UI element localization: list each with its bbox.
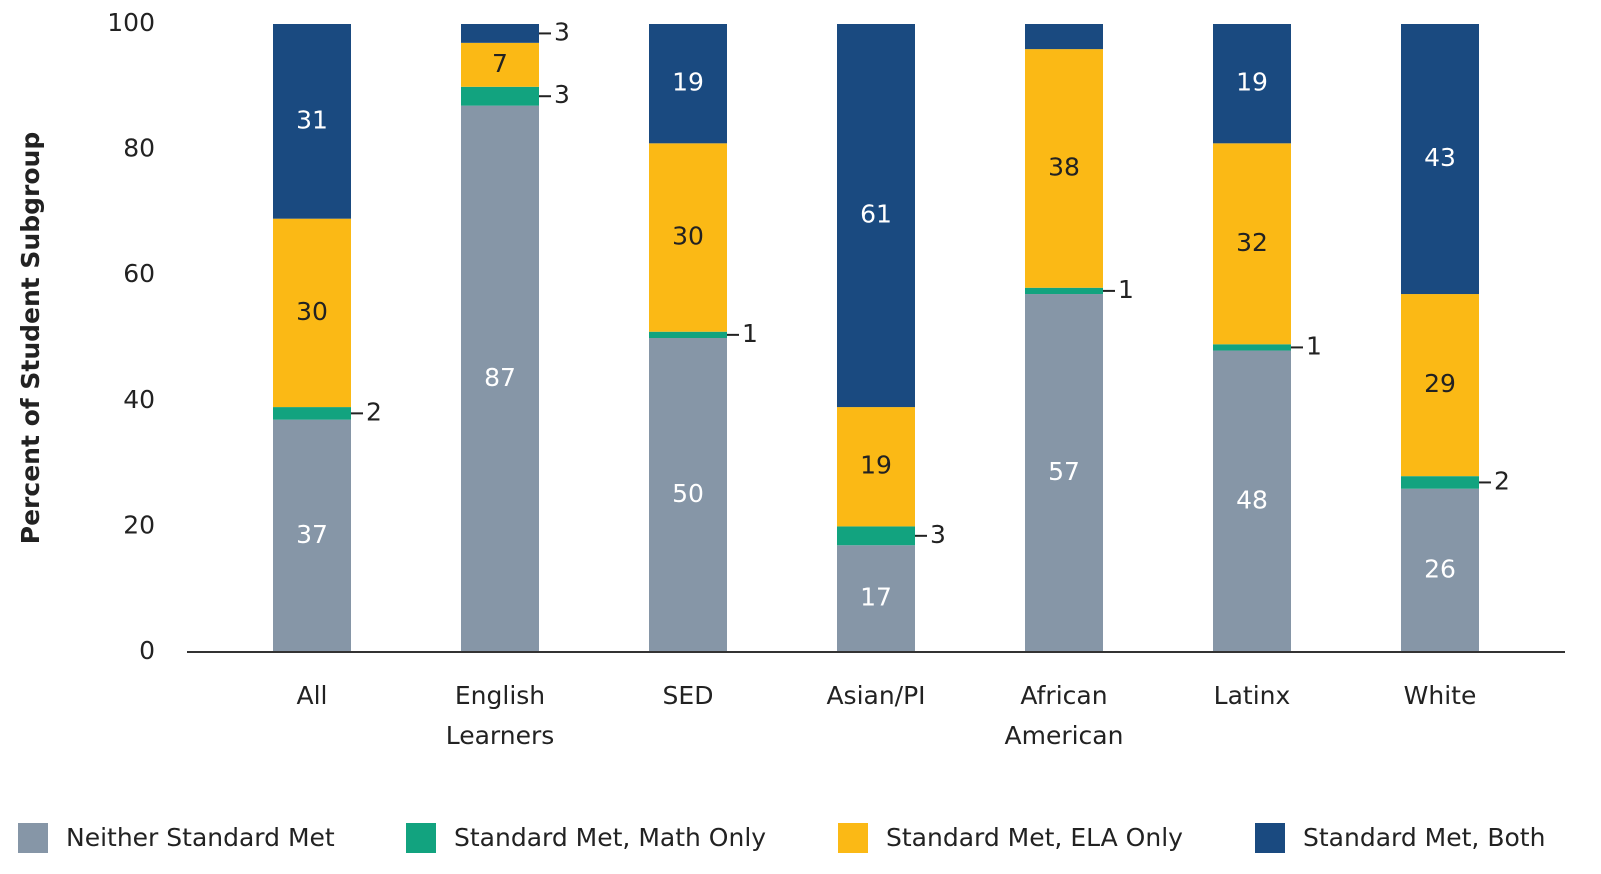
data-label: 32 bbox=[1236, 228, 1268, 257]
data-label: 1 bbox=[1118, 275, 1134, 304]
x-tick-label: SED bbox=[662, 681, 714, 710]
bar-segment bbox=[649, 143, 727, 332]
legend-label: Neither Standard Met bbox=[66, 823, 335, 852]
data-label: 17 bbox=[860, 583, 892, 612]
bar-segment bbox=[1025, 294, 1103, 652]
bar-segment bbox=[461, 86, 539, 106]
legend-swatch bbox=[406, 823, 436, 853]
bar-segment bbox=[273, 24, 351, 219]
bar-segment bbox=[1401, 488, 1479, 652]
data-label: 50 bbox=[672, 479, 704, 508]
data-label: 3 bbox=[930, 520, 946, 549]
bar-segment bbox=[1025, 49, 1103, 288]
legend-label: Standard Met, ELA Only bbox=[886, 823, 1183, 852]
bar-segment bbox=[837, 24, 915, 408]
data-label: 7 bbox=[492, 49, 508, 78]
data-label: 3 bbox=[554, 17, 570, 46]
data-label: 87 bbox=[484, 363, 516, 392]
y-tick-label: 0 bbox=[139, 636, 155, 665]
data-label: 1 bbox=[742, 319, 758, 348]
bar-segment bbox=[1025, 24, 1103, 50]
data-label: 31 bbox=[296, 105, 328, 134]
x-tick-label: Asian/PI bbox=[826, 681, 926, 710]
legend-label: Standard Met, Math Only bbox=[454, 823, 766, 852]
data-label: 19 bbox=[672, 68, 704, 97]
y-tick-label: 20 bbox=[123, 510, 155, 539]
bar-segment bbox=[461, 42, 539, 87]
data-label: 2 bbox=[366, 397, 382, 426]
y-tick-label: 60 bbox=[123, 259, 155, 288]
bar-segment bbox=[1401, 294, 1479, 477]
bar-segment bbox=[837, 545, 915, 652]
data-label: 19 bbox=[1236, 68, 1268, 97]
bar-segment bbox=[1025, 287, 1103, 295]
bar-segment bbox=[273, 407, 351, 420]
data-label: 57 bbox=[1048, 457, 1080, 486]
data-label: 38 bbox=[1048, 152, 1080, 181]
data-label: 61 bbox=[860, 200, 892, 229]
bar-segment bbox=[461, 105, 539, 652]
y-tick-label: 40 bbox=[123, 385, 155, 414]
y-tick-label: 100 bbox=[107, 8, 155, 37]
bar-segment bbox=[837, 526, 915, 546]
bar-segment bbox=[649, 331, 727, 338]
data-label: 37 bbox=[296, 520, 328, 549]
bar-segment bbox=[461, 24, 539, 43]
legend-swatch bbox=[18, 823, 48, 853]
x-tick-label: Latinx bbox=[1213, 681, 1291, 710]
bar-segment bbox=[649, 338, 727, 652]
bar-segment bbox=[1213, 344, 1291, 351]
bar-segment bbox=[1213, 350, 1291, 652]
bar-segment bbox=[273, 419, 351, 652]
data-label: 26 bbox=[1424, 554, 1456, 583]
x-tick-label: All bbox=[296, 681, 328, 710]
bar-segment bbox=[1401, 476, 1479, 489]
data-label: 3 bbox=[554, 80, 570, 109]
bar-segment bbox=[1213, 24, 1291, 144]
bar-segment bbox=[1213, 143, 1291, 345]
data-label: 14 bbox=[1048, 0, 1080, 18]
data-label: 2 bbox=[1494, 466, 1510, 495]
y-tick-label: 80 bbox=[123, 134, 155, 163]
bar-segment bbox=[649, 24, 727, 144]
x-tick-label: English Learners bbox=[445, 681, 555, 750]
data-label: 1 bbox=[1306, 331, 1322, 360]
bar-segment bbox=[273, 218, 351, 408]
data-label: 30 bbox=[296, 297, 328, 326]
legend-label: Standard Met, Both bbox=[1303, 823, 1545, 852]
data-label: 30 bbox=[672, 222, 704, 251]
y-axis-title: Percent of Student Subgroup bbox=[16, 132, 45, 544]
legend-swatch bbox=[1255, 823, 1285, 853]
data-label: 19 bbox=[860, 451, 892, 480]
data-label: 29 bbox=[1424, 369, 1456, 398]
bar-segment bbox=[837, 407, 915, 527]
x-tick-label: African American bbox=[1004, 681, 1124, 750]
data-label: 43 bbox=[1424, 143, 1456, 172]
data-label: 48 bbox=[1236, 485, 1268, 514]
x-tick-label: White bbox=[1403, 681, 1477, 710]
bar-segment bbox=[1401, 24, 1479, 295]
legend-swatch bbox=[838, 823, 868, 853]
